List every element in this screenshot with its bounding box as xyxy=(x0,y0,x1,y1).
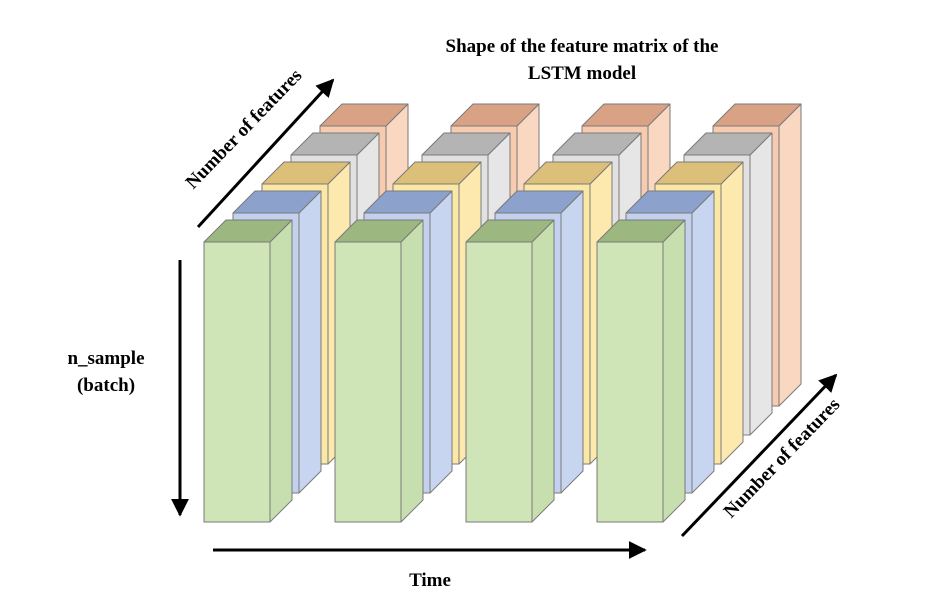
diagram-title-line2: LSTM model xyxy=(528,63,636,84)
block-side-face xyxy=(720,161,744,465)
block-feature-1-t4 xyxy=(596,219,686,523)
block-feature-1-t2 xyxy=(334,219,424,523)
block-top-face xyxy=(712,103,802,127)
block-top-face xyxy=(363,190,453,214)
block-front-face xyxy=(203,241,271,523)
block-top-face xyxy=(392,161,482,185)
diagram-title-line1: Shape of the feature matrix of the xyxy=(446,36,719,57)
block-side-face xyxy=(269,219,293,523)
block-top-face xyxy=(654,161,744,185)
block-top-face xyxy=(203,219,293,243)
block-top-face xyxy=(596,219,686,243)
n-sample-label-line2: (batch) xyxy=(77,375,135,396)
block-top-face xyxy=(290,132,380,156)
block-top-face xyxy=(319,103,409,127)
block-top-face xyxy=(465,219,555,243)
block-top-face xyxy=(523,161,613,185)
block-side-face xyxy=(662,219,686,523)
block-side-face xyxy=(560,190,584,494)
block-side-face xyxy=(778,103,802,407)
features-top-arrow xyxy=(196,78,335,229)
block-side-face xyxy=(429,190,453,494)
block-side-face xyxy=(691,190,715,494)
block-side-face xyxy=(531,219,555,523)
block-side-face xyxy=(749,132,773,436)
block-top-face xyxy=(421,132,511,156)
block-side-face xyxy=(298,190,322,494)
block-front-face xyxy=(334,241,402,523)
feature-blocks xyxy=(203,103,802,523)
block-top-face xyxy=(552,132,642,156)
block-top-face xyxy=(334,219,424,243)
block-top-face xyxy=(683,132,773,156)
block-top-face xyxy=(232,190,322,214)
features-right-arrow xyxy=(680,373,838,538)
block-feature-1-t3 xyxy=(465,219,555,523)
block-top-face xyxy=(450,103,540,127)
block-front-face xyxy=(465,241,533,523)
block-feature-1-t1 xyxy=(203,219,293,523)
block-top-face xyxy=(261,161,351,185)
block-top-face xyxy=(581,103,671,127)
block-top-face xyxy=(625,190,715,214)
block-side-face xyxy=(400,219,424,523)
block-top-face xyxy=(494,190,584,214)
block-front-face xyxy=(596,241,664,523)
n-sample-label-line1: n_sample xyxy=(67,348,144,369)
time-label: Time xyxy=(409,570,451,591)
